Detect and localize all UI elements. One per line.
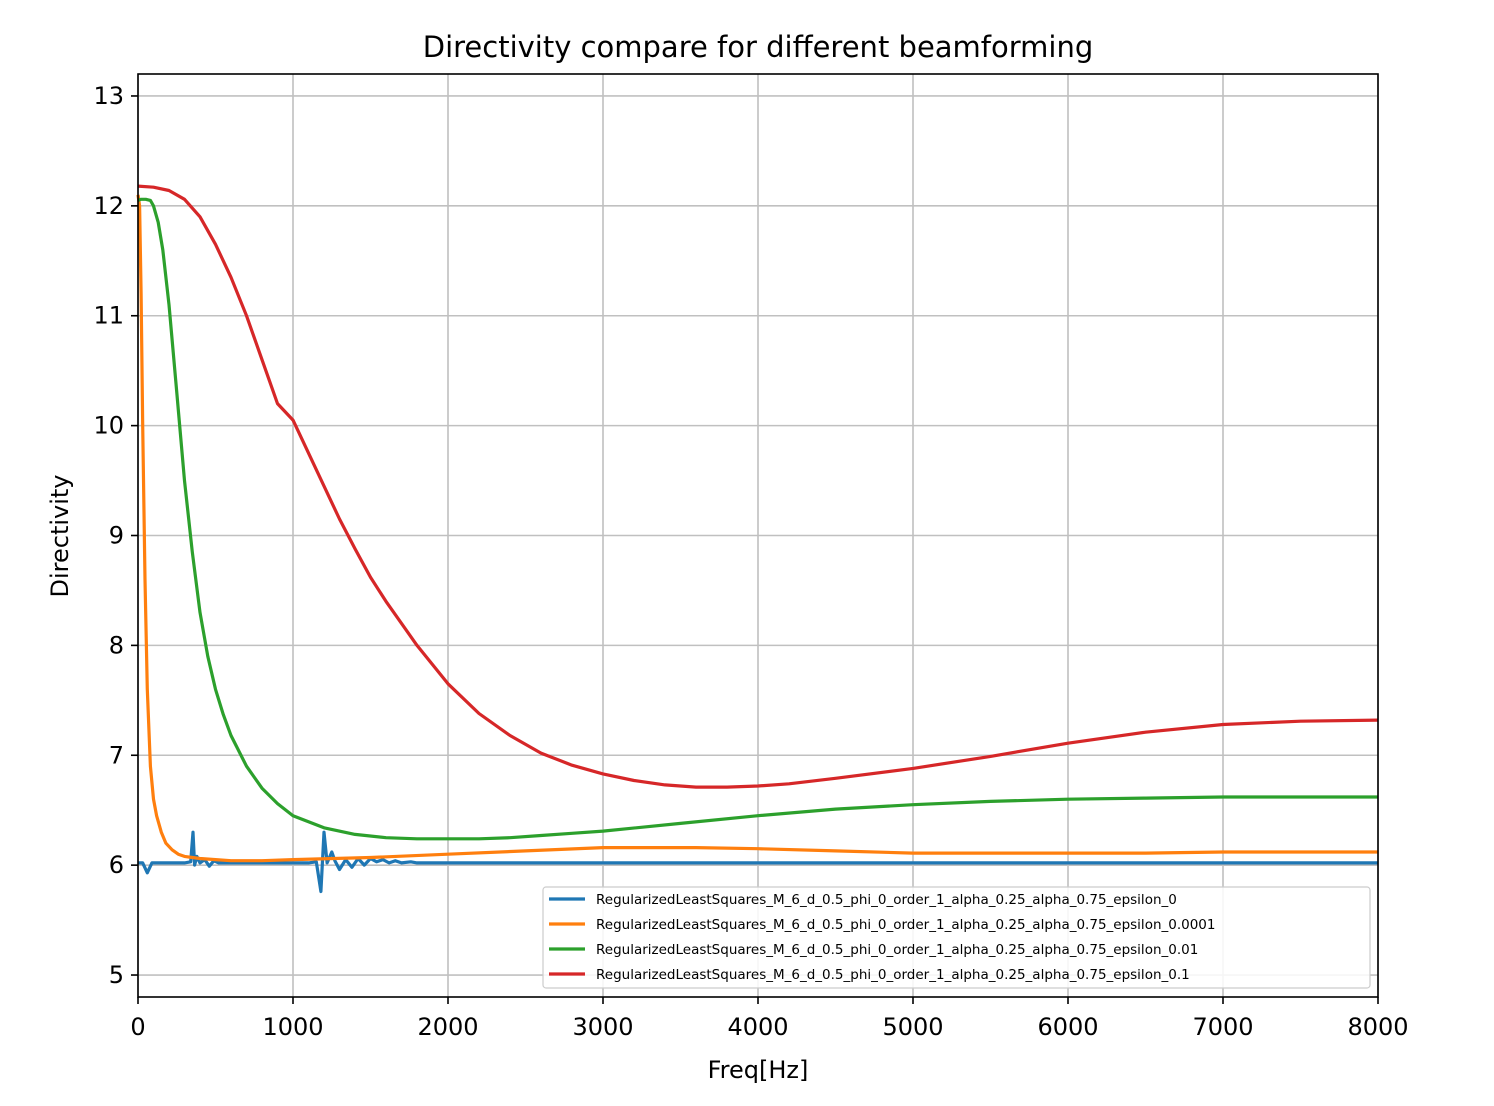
y-axis: 5 6 7 8 9 10 11 12 13	[93, 82, 138, 989]
series-line-1	[136, 194, 1378, 863]
legend-label: RegularizedLeastSquares_M_6_d_0.5_phi_0_…	[596, 942, 1198, 958]
y-tick-label: 11	[93, 302, 124, 330]
x-tick-label: 0	[130, 1013, 145, 1041]
x-tick-label: 6000	[1037, 1013, 1098, 1041]
chart-title: Directivity compare for different beamfo…	[423, 30, 1094, 64]
series-line-2	[137, 197, 1378, 841]
x-tick-label: 1000	[262, 1013, 323, 1041]
y-tick-label: 5	[109, 961, 124, 989]
x-tick-label: 2000	[417, 1013, 478, 1041]
x-tick-label: 4000	[727, 1013, 788, 1041]
x-tick-label: 5000	[882, 1013, 943, 1041]
y-tick-label: 9	[109, 522, 124, 550]
legend-label: RegularizedLeastSquares_M_6_d_0.5_phi_0_…	[596, 967, 1190, 983]
legend-label: RegularizedLeastSquares_M_6_d_0.5_phi_0_…	[596, 917, 1216, 933]
y-tick-label: 8	[109, 631, 124, 659]
y-tick-label: 6	[109, 851, 124, 879]
x-tick-label: 3000	[572, 1013, 633, 1041]
x-tick-label: 8000	[1347, 1013, 1408, 1041]
series-line-0	[138, 830, 1378, 894]
series-group	[136, 184, 1379, 894]
y-tick-label: 13	[93, 82, 124, 110]
series-line-3	[137, 184, 1379, 789]
x-axis: 0 1000 2000 3000 4000 5000 6000 7000 8000	[130, 997, 1409, 1041]
grid	[137, 74, 1379, 997]
legend: RegularizedLeastSquares_M_6_d_0.5_phi_0_…	[542, 886, 1371, 989]
y-axis-label: Directivity	[46, 474, 74, 597]
y-tick-label: 10	[93, 412, 124, 440]
x-tick-label: 7000	[1192, 1013, 1253, 1041]
x-axis-label: Freq[Hz]	[708, 1056, 809, 1084]
y-tick-label: 7	[109, 741, 124, 769]
legend-label: RegularizedLeastSquares_M_6_d_0.5_phi_0_…	[596, 892, 1177, 908]
y-tick-label: 12	[93, 192, 124, 220]
legend-frame	[542, 886, 1371, 989]
